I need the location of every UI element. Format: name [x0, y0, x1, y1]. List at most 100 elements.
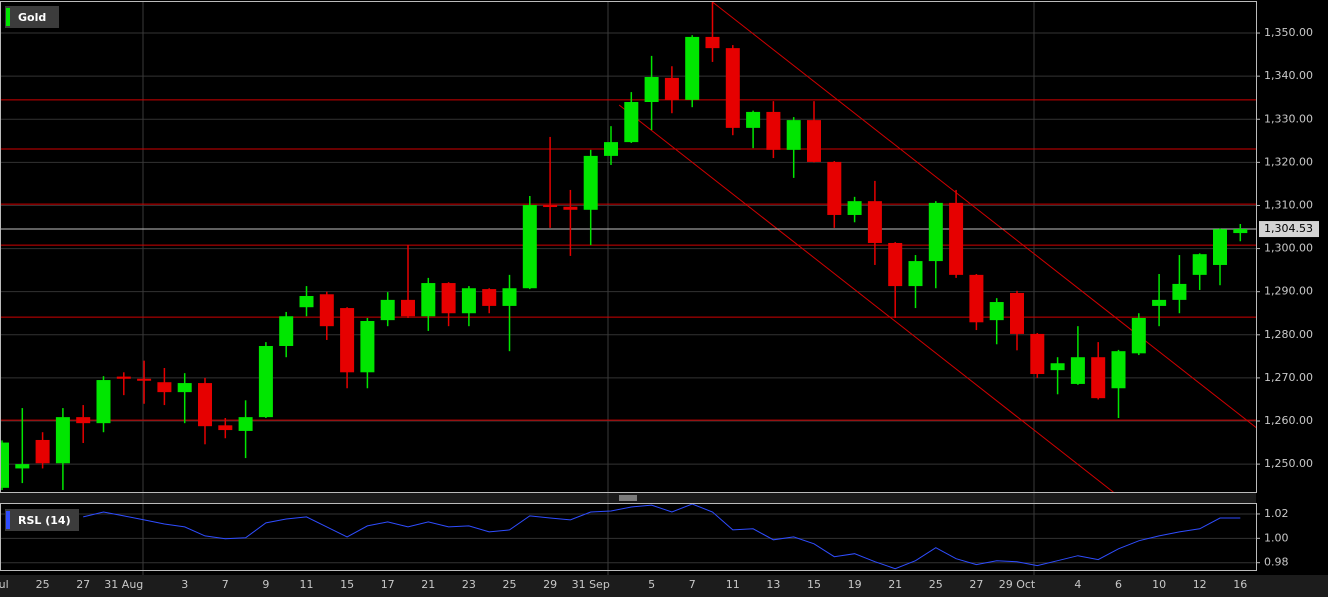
x-tick-label: 29 — [543, 578, 557, 591]
candle-body — [96, 380, 111, 424]
candle-body — [279, 316, 294, 347]
candle-body — [583, 155, 598, 210]
candle-body — [949, 202, 964, 275]
candle-body — [1152, 299, 1167, 306]
y-tick-label: 1,270.00 — [1264, 371, 1313, 384]
x-tick-label: 4 — [1074, 578, 1081, 591]
candle-body — [1233, 229, 1248, 234]
candle-body — [522, 205, 537, 289]
legend-swatch — [6, 8, 10, 26]
legend-box — [5, 6, 59, 28]
x-tick-label: 21 — [421, 578, 435, 591]
x-tick-label: 17 — [381, 578, 395, 591]
x-tick-label: 7 — [222, 578, 229, 591]
x-tick-label: 27 — [969, 578, 983, 591]
candle-body — [35, 439, 50, 464]
legend-swatch — [6, 511, 10, 529]
x-tick-label: 7 — [689, 578, 696, 591]
x-axis-strip — [0, 575, 1328, 597]
candle-body — [685, 36, 700, 100]
candle-body — [725, 48, 740, 128]
candle-body — [827, 161, 842, 215]
candle-body — [340, 308, 355, 373]
candle-body — [482, 289, 497, 306]
trend-line — [618, 104, 1115, 494]
x-tick-label: 16 — [1233, 578, 1247, 591]
candle-body — [1091, 357, 1106, 399]
x-tick-label: 23 — [462, 578, 476, 591]
y-tick-label: 0.98 — [1264, 556, 1289, 569]
legend-label: Gold — [18, 11, 46, 24]
candle-body — [1172, 283, 1187, 300]
y-tick-label: 1,250.00 — [1264, 457, 1313, 470]
candle-body — [360, 320, 375, 373]
candle-body — [705, 36, 720, 49]
x-tick-label: 31 Aug — [104, 578, 143, 591]
candle-body — [1030, 333, 1045, 375]
candle-body — [421, 283, 436, 317]
x-tick-label: 11 — [726, 578, 740, 591]
x-tick-label: 25 — [503, 578, 517, 591]
candle-body — [908, 261, 923, 287]
y-tick-label: 1,340.00 — [1264, 69, 1313, 82]
x-tick-label: 3 — [181, 578, 188, 591]
candle-body — [563, 206, 578, 210]
candle-body — [766, 111, 781, 150]
rsi-line — [83, 503, 1241, 570]
y-tick-label: 1,260.00 — [1264, 414, 1313, 427]
labels: 1,250.00 1,260.00 1,270.00 1,280.00 1,290.00… — [0, 26, 1319, 591]
candle-body — [1050, 363, 1065, 371]
x-tick-label: 9 — [262, 578, 269, 591]
x-tick-label: 25 — [929, 578, 943, 591]
candle-body — [380, 299, 395, 321]
candle-body — [137, 378, 152, 381]
legend-main: Gold — [5, 6, 59, 28]
y-tick-label: 1,310.00 — [1264, 198, 1313, 211]
legend-rsi: RSL (14) — [5, 509, 79, 531]
candle-body — [746, 111, 761, 128]
candle-body — [238, 417, 253, 431]
legend-label: RSL (14) — [18, 514, 71, 527]
candle-body — [401, 299, 415, 317]
y-tick-label: 1,290.00 — [1264, 285, 1313, 298]
x-tick-label: 15 — [340, 578, 354, 591]
candle-body — [157, 382, 172, 393]
candle-body — [604, 142, 618, 156]
x-tick-label: 6 — [1115, 578, 1122, 591]
y-tick-label: 1,300.00 — [1264, 242, 1313, 255]
candle-body — [664, 77, 679, 100]
x-tick-label: 10 — [1152, 578, 1166, 591]
y-tick-label: 1,280.00 — [1264, 328, 1313, 341]
candle-body — [461, 288, 476, 314]
candle-body — [55, 417, 70, 464]
price-tag-label: 1,304.53 — [1264, 222, 1313, 235]
candle-body — [0, 442, 9, 488]
x-tick-label: Jul — [0, 578, 9, 591]
legend-box — [5, 509, 79, 531]
x-tick-label: 5 — [648, 578, 655, 591]
candle-body — [218, 425, 233, 431]
candle-body — [299, 295, 314, 308]
candle-body — [928, 202, 943, 262]
candle-body — [1111, 351, 1126, 389]
x-tick-label: 29 Oct — [999, 578, 1036, 591]
candle-body — [1010, 292, 1024, 334]
rsi-frame — [0, 503, 1257, 571]
price-tag — [1259, 221, 1319, 238]
x-tick-label: 21 — [888, 578, 902, 591]
candle-body — [888, 242, 903, 287]
y-tick-label: 1.02 — [1264, 507, 1289, 520]
main-frame — [0, 1, 1257, 493]
x-tick-label: 11 — [300, 578, 314, 591]
candle-body — [15, 464, 30, 469]
x-tick-label: 25 — [36, 578, 50, 591]
candle-body — [644, 77, 659, 103]
candle-body — [198, 383, 212, 427]
month-separators — [142, 2, 1035, 575]
candle-body — [807, 120, 821, 162]
y-tick-label: 1,320.00 — [1264, 155, 1313, 168]
candle-body — [177, 383, 192, 393]
candle-body — [1131, 317, 1146, 354]
candle-body — [1070, 357, 1085, 384]
